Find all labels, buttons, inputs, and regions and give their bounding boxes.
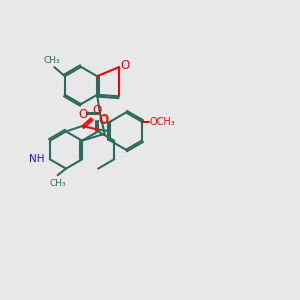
Text: O: O (99, 115, 108, 128)
Text: CH₃: CH₃ (44, 56, 61, 65)
Text: O: O (100, 113, 109, 126)
Text: O: O (92, 104, 101, 117)
Text: CH₃: CH₃ (49, 179, 66, 188)
Text: OCH₃: OCH₃ (149, 117, 175, 127)
Text: NH: NH (29, 154, 44, 164)
Text: O: O (78, 108, 88, 121)
Text: O: O (121, 59, 130, 72)
